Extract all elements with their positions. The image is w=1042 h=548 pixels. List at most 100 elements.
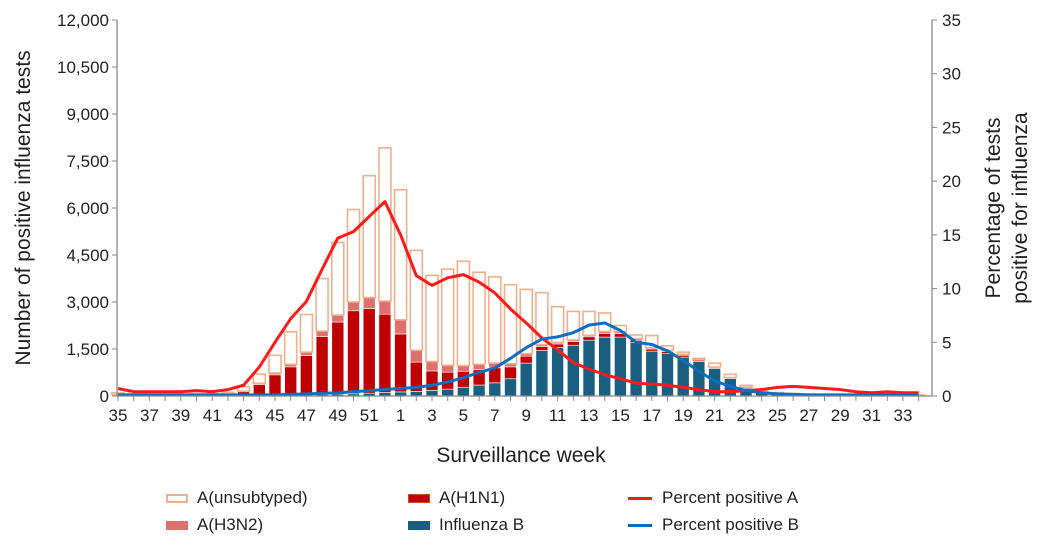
x-tick-label: 33 — [894, 406, 913, 425]
y-tick-label: 3,000 — [66, 293, 109, 312]
x-tick-label: 37 — [140, 406, 159, 425]
bar-a-unsubtyped-wk47 — [299, 313, 314, 353]
y2-tick-label: 30 — [942, 65, 961, 84]
bar-influenza-b-wk9 — [519, 362, 533, 397]
y-axis-title: Number of positive influenza tests — [12, 50, 35, 365]
bar-a-unsubtyped-wk48 — [315, 277, 329, 332]
x-tick-label: 27 — [799, 406, 818, 425]
x-tick-label: 1 — [396, 406, 405, 425]
bar-a-unsubtyped-wk7 — [487, 276, 502, 364]
legend-swatch-h1n1 — [408, 493, 430, 503]
y2-axis-title-line2: positive for influenza — [1009, 112, 1032, 304]
y2-tick-label: 25 — [942, 118, 961, 137]
bar-a-h1n1-wk9 — [519, 355, 533, 364]
legend-swatch-h3n2 — [166, 520, 188, 530]
bar-a-unsubtyped-wk52 — [378, 147, 392, 302]
bars-layer — [111, 147, 926, 397]
x-tick-label: 47 — [297, 406, 316, 425]
line-percent-positive-a — [117, 200, 919, 395]
x-tick-label: 31 — [862, 406, 881, 425]
legend-label: A(unsubtyped) — [197, 488, 308, 507]
x-tick-label: 3 — [427, 406, 436, 425]
bar-a-unsubtyped-wk45 — [268, 354, 282, 374]
y2-tick-label: 35 — [942, 11, 961, 30]
y2-tick-label: 15 — [942, 226, 961, 245]
bar-influenza-b-wk10 — [535, 350, 549, 397]
bar-influenza-b-wk16 — [629, 342, 643, 397]
y-tick-label: 0 — [100, 387, 109, 406]
bar-a-unsubtyped-wk10 — [535, 291, 549, 346]
bar-a-unsubtyped-wk23 — [739, 384, 753, 389]
legend-swatch-influenza-b — [408, 520, 430, 530]
legend-item-unsubtyped: A(unsubtyped) — [166, 488, 308, 508]
x-tick-label: 5 — [459, 406, 468, 425]
legend-label: Influenza B — [439, 515, 525, 534]
bar-a-unsubtyped-wk11 — [550, 305, 565, 344]
bar-a-unsubtyped-wk2 — [409, 249, 424, 352]
bar-a-unsubtyped-wk3 — [425, 274, 439, 363]
y2-tick-label: 10 — [942, 280, 961, 299]
bar-a-h3n2-wk51 — [362, 297, 376, 309]
x-tick-label: 7 — [490, 406, 499, 425]
x-axis-title: Surveillance week — [436, 444, 606, 467]
x-tick-label: 45 — [266, 406, 285, 425]
y2-tick-label: 0 — [942, 387, 951, 406]
bar-a-h1n1-wk49 — [331, 321, 345, 395]
x-tick-label: 51 — [360, 406, 379, 425]
bar-a-h1n1-wk10 — [535, 346, 549, 351]
bar-a-unsubtyped-wk46 — [283, 330, 298, 366]
axes-layer: 0 1,500 3,000 4,500 6,000 7,500 9,000 10,500 12,… — [57, 11, 961, 425]
legend-label: Percent positive B — [662, 515, 800, 534]
bar-a-h1n1-wk48 — [315, 336, 329, 395]
x-tick-label: 35 — [109, 406, 128, 425]
bar-a-h1n1-wk12 — [566, 341, 580, 346]
legend-swatch-percent-a — [628, 496, 652, 500]
bar-a-h1n1-wk45 — [268, 374, 282, 396]
x-tick-label: 9 — [521, 406, 530, 425]
bar-a-h1n1-wk47 — [300, 355, 313, 396]
legend-label: A(H3N2) — [197, 515, 264, 534]
bar-a-unsubtyped-wk21 — [707, 362, 722, 368]
legend-item-h1n1: A(H1N1) — [408, 488, 505, 508]
y2-axis-title-line1: Percentage of tests — [982, 118, 1005, 299]
bar-a-h1n1-wk51 — [362, 308, 376, 394]
y-tick-label: 4,500 — [66, 246, 109, 265]
x-tick-label: 43 — [234, 406, 253, 425]
x-tick-label: 11 — [549, 406, 567, 425]
bar-a-h1n1-wk46 — [284, 366, 298, 396]
bar-a-h3n2-wk3 — [425, 361, 439, 372]
y-tick-label: 10,500 — [57, 58, 109, 77]
x-tick-label: 41 — [203, 406, 222, 425]
y2-tick-label: 5 — [942, 333, 951, 352]
x-tick-label: 21 — [705, 406, 724, 425]
y-tick-label: 6,000 — [66, 199, 109, 218]
x-tick-label: 19 — [674, 406, 693, 425]
bar-a-h3n2-wk2 — [409, 349, 423, 363]
bar-influenza-b-wk15 — [614, 336, 627, 397]
x-tick-label: 39 — [171, 406, 190, 425]
bar-a-unsubtyped-wk22 — [723, 373, 738, 379]
x-tick-label: 23 — [737, 406, 756, 425]
bar-a-h1n1-wk50 — [347, 310, 360, 395]
bar-a-unsubtyped-wk4 — [440, 268, 455, 367]
lines-layer — [117, 200, 919, 397]
legend-item-percent-b: Percent positive B — [628, 515, 799, 535]
bar-influenza-b-wk14 — [598, 336, 612, 397]
bar-a-unsubtyped-wk5 — [456, 260, 471, 367]
x-tick-label: 15 — [611, 406, 630, 425]
legend-item-h3n2: A(H3N2) — [166, 515, 263, 535]
bar-a-h1n1-wk3 — [425, 370, 439, 391]
legend-swatch-unsubtyped — [166, 493, 188, 503]
bar-a-h3n2-wk49 — [331, 314, 345, 323]
legend-swatch-percent-b — [628, 523, 652, 527]
y-tick-label: 7,500 — [66, 152, 109, 171]
x-tick-label: 25 — [768, 406, 787, 425]
legend-label: A(H1N1) — [439, 488, 506, 507]
y-tick-label: 12,000 — [57, 11, 109, 30]
bar-influenza-b-wk17 — [645, 350, 659, 397]
x-tick-label: 29 — [831, 406, 850, 425]
bar-a-unsubtyped-wk1 — [393, 189, 408, 321]
bar-influenza-b-wk12 — [566, 344, 580, 397]
